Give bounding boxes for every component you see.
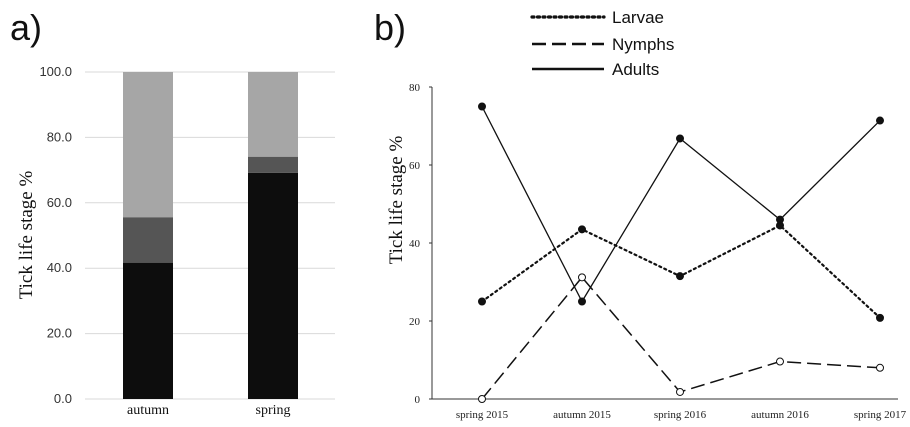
legend-label: Nymphs [612, 35, 674, 54]
x-tick-label: autumn 2016 [751, 409, 809, 421]
y-tick-label: 0.0 [54, 391, 72, 406]
y-tick-label: 20.0 [47, 326, 72, 341]
data-point [876, 313, 884, 322]
stacked-bar-chart: 0.0 20.0 40.0 60.0 80.0 100.0 autumn spring Ti… [16, 64, 335, 418]
data-point [478, 102, 486, 111]
panel-a-letter: a) [10, 7, 42, 48]
y-tick-label: 80 [409, 82, 421, 94]
data-point [676, 134, 684, 143]
data-point [578, 297, 586, 306]
y-tick-label: 60.0 [47, 195, 72, 210]
bar-segment [123, 262, 173, 399]
data-point [676, 272, 684, 281]
series-line-larvae [480, 224, 882, 319]
bar-segment [123, 217, 173, 263]
bar-segment [248, 156, 298, 173]
x-tick-label: autumn [127, 403, 169, 418]
series-lines [478, 102, 884, 403]
data-point [776, 215, 784, 224]
data-point [676, 387, 684, 396]
legend: Larvae Nymphs Adults [530, 8, 674, 79]
y-tick-label: 60 [409, 160, 421, 172]
y-tick-label: 0 [415, 394, 421, 406]
y-tick-label: 20 [409, 316, 421, 328]
y-tick-label: 100.0 [39, 64, 72, 79]
x-tick-label: spring [256, 403, 291, 418]
y-tick-label: 40.0 [47, 260, 72, 275]
x-tick-label: spring 2015 [456, 409, 509, 421]
x-tick-labels: spring 2015 autumn 2015 spring 2016 autumn … [456, 409, 907, 421]
x-tick-label: spring 2017 [854, 409, 907, 421]
x-tick-labels: autumn spring [127, 403, 291, 418]
data-point [876, 116, 884, 125]
panel-b-letter: b) [374, 7, 406, 48]
data-point [478, 395, 486, 403]
y-tick-labels: 0 20 40 60 80 [409, 82, 432, 406]
x-tick-label: autumn 2015 [553, 409, 611, 421]
y-tick-label: 40 [409, 238, 421, 250]
data-point [478, 297, 486, 306]
data-point [776, 357, 784, 366]
data-point [578, 225, 586, 234]
bar-segment [248, 72, 298, 157]
legend-label: Larvae [612, 8, 664, 27]
data-point [876, 363, 884, 372]
x-tick-label: spring 2016 [654, 409, 707, 421]
bar-segment [123, 72, 173, 218]
y-tick-label: 80.0 [47, 129, 72, 144]
data-point [578, 273, 586, 282]
series-line-nymphs [481, 276, 881, 400]
y-tick-labels: 0.0 20.0 40.0 60.0 80.0 100.0 [39, 64, 72, 406]
bars [123, 72, 298, 399]
y-axis-label: Tick life stage % [16, 171, 37, 300]
bar-segment [248, 172, 298, 399]
legend-label: Adults [612, 60, 659, 79]
y-axis-label: Tick life stage % [386, 136, 407, 265]
